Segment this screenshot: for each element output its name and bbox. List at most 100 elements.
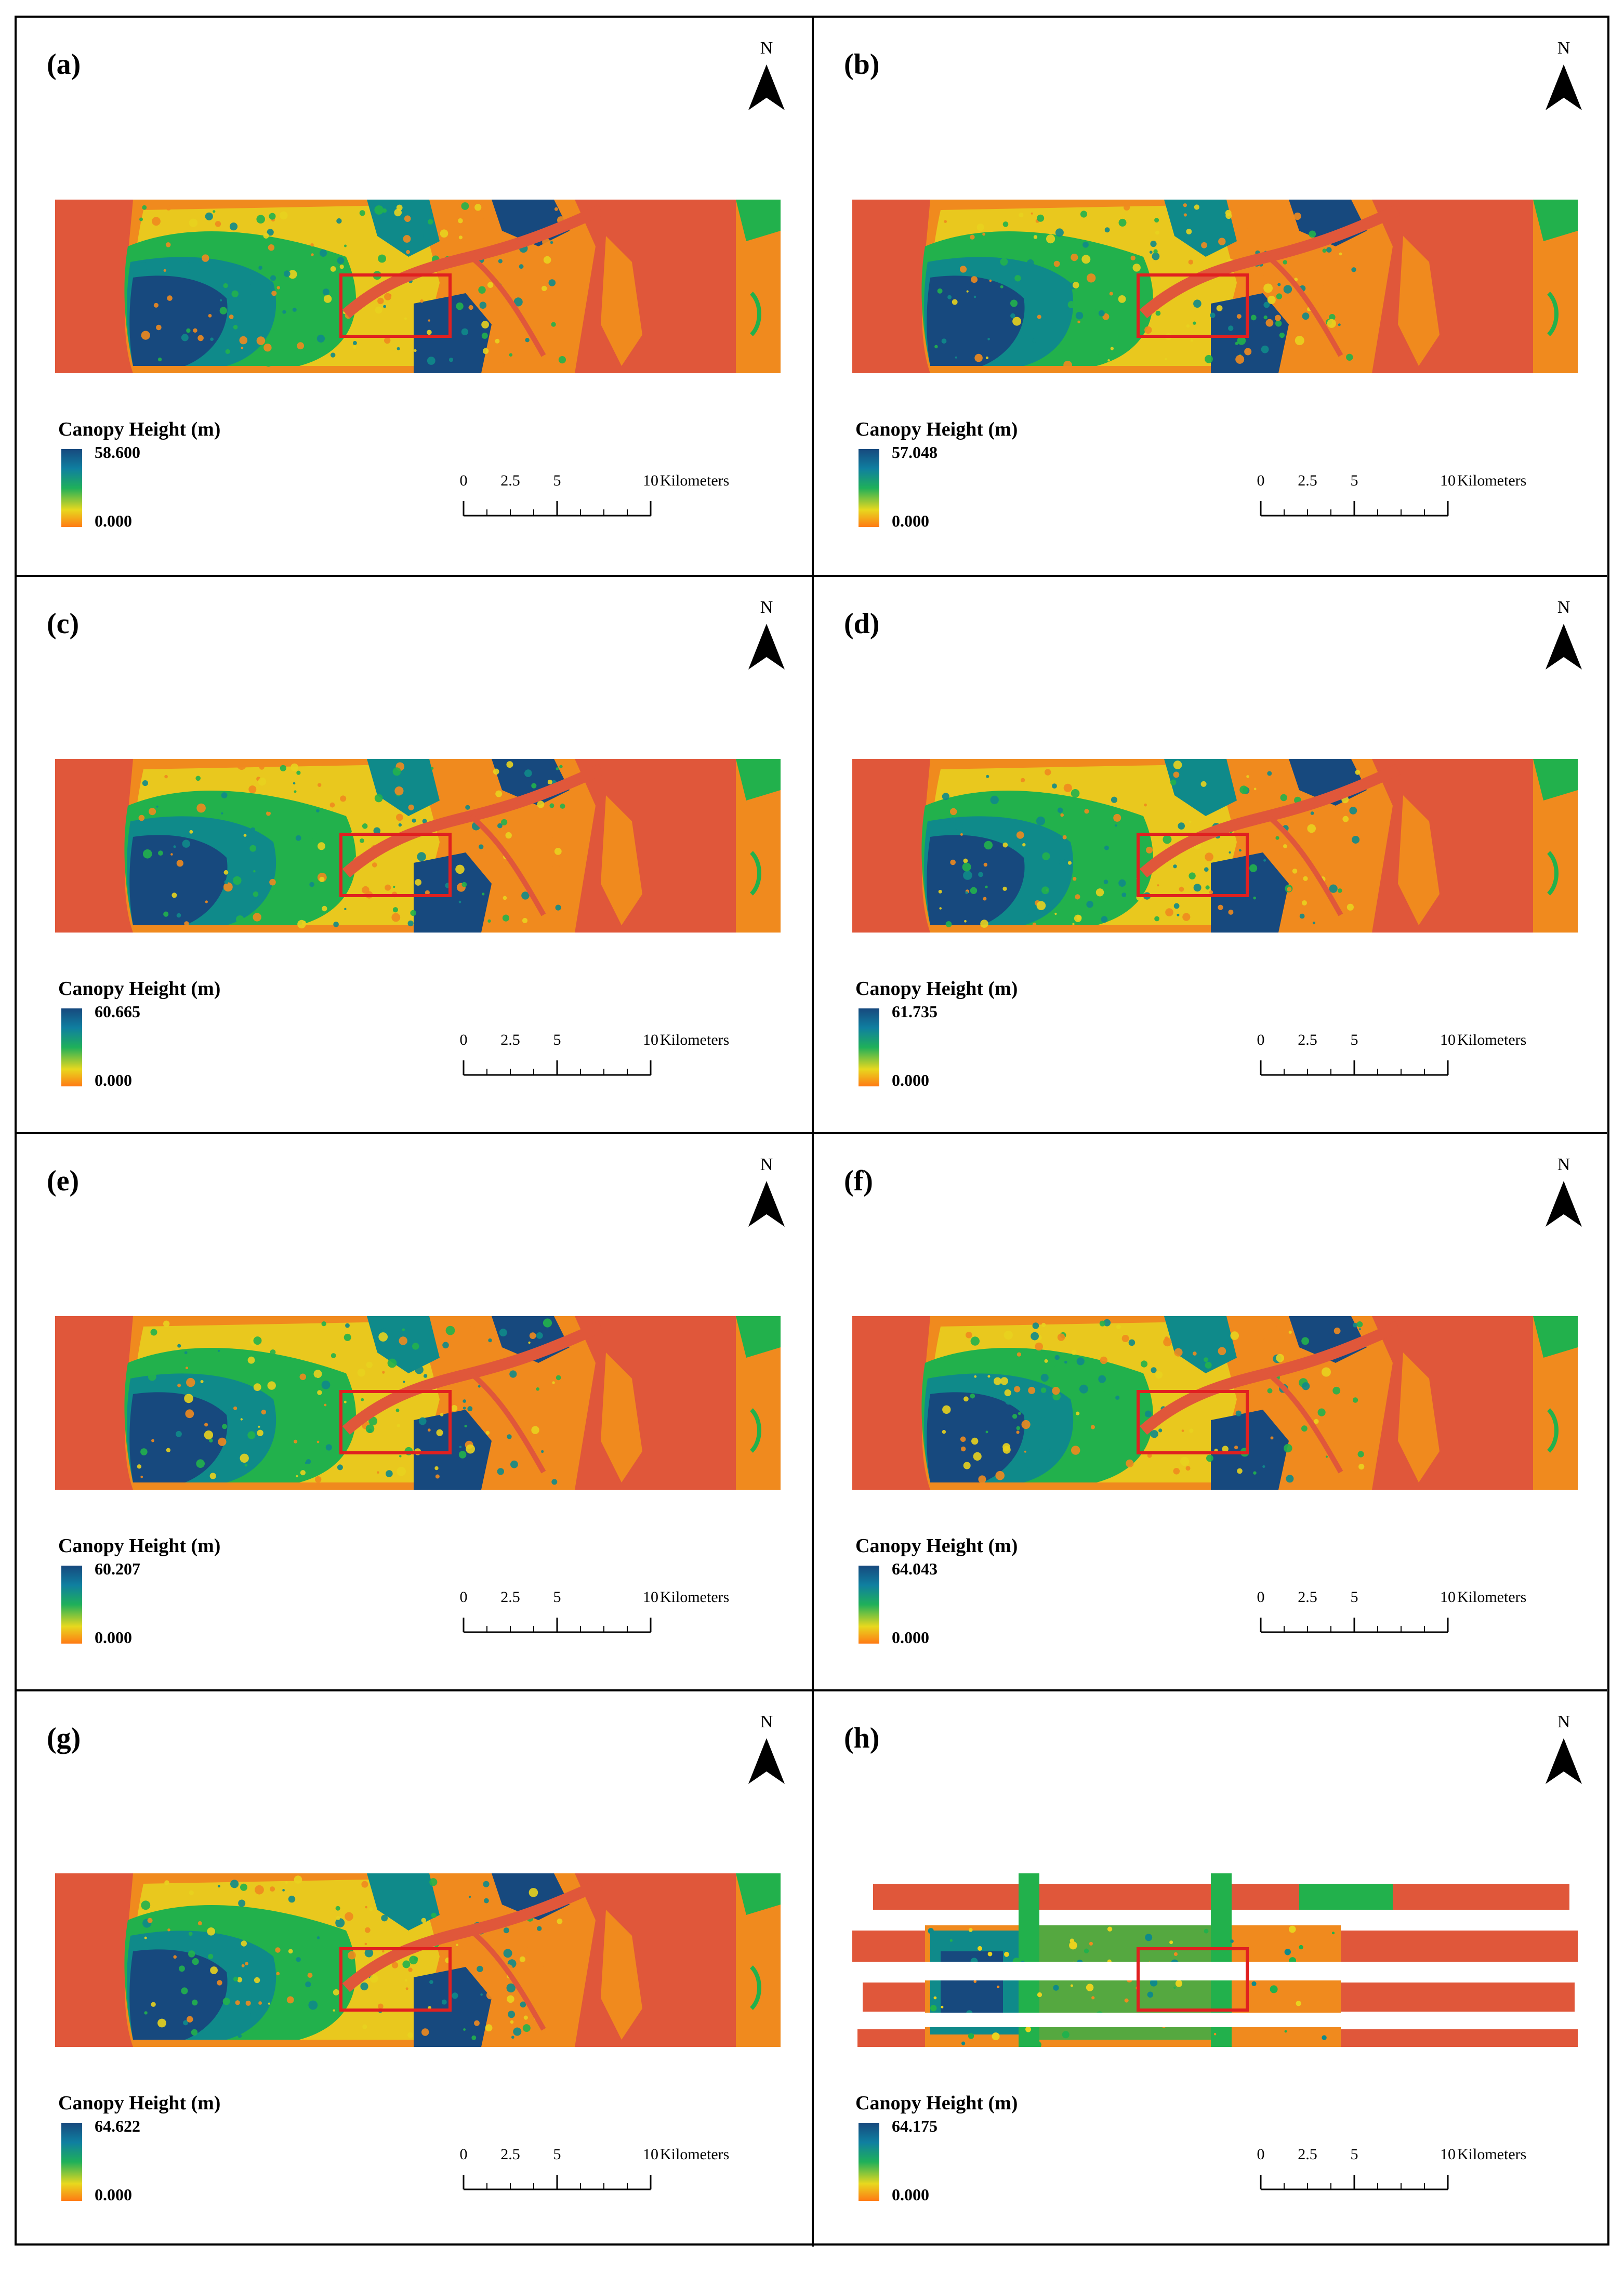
scale-bar-graphic bbox=[1260, 501, 1449, 517]
legend-min-value: 0.000 bbox=[892, 1071, 929, 1089]
scale-bar: 0 2.5 5 10 Kilometers bbox=[460, 2146, 734, 2203]
legend-color-ramp bbox=[61, 1566, 82, 1644]
scale-unit-label: Kilometers bbox=[660, 1031, 730, 1048]
scale-bar: 0 2.5 5 10 Kilometers bbox=[460, 1589, 734, 1646]
map-panel-e: (e) N Canopy Height (m) 60.207 0.000 0 2… bbox=[17, 1132, 812, 1689]
canopy-height-map bbox=[55, 200, 781, 373]
scale-tick-label: 5 bbox=[1350, 1031, 1358, 1048]
north-arrow: N bbox=[748, 598, 785, 697]
legend-title: Canopy Height (m) bbox=[58, 1535, 221, 1557]
legend-title: Canopy Height (m) bbox=[855, 418, 1018, 440]
map-panel-h: (h) N Canopy Height (m) 64.175 0.000 0 2… bbox=[812, 1689, 1607, 2247]
scale-tick-label: 2.5 bbox=[1298, 2146, 1317, 2163]
north-label: N bbox=[760, 598, 773, 617]
scale-tick-label: 5 bbox=[553, 472, 561, 489]
legend-color-ramp bbox=[859, 449, 879, 527]
legend-color-ramp bbox=[859, 1566, 879, 1644]
legend-min-value: 0.000 bbox=[892, 2185, 929, 2204]
scale-bar: 0 2.5 5 10 Kilometers bbox=[1257, 1589, 1531, 1646]
scale-tick-label: 10 bbox=[1440, 472, 1456, 489]
north-arrow-icon bbox=[1546, 1738, 1582, 1784]
scale-tick-label: 2.5 bbox=[1298, 1031, 1317, 1048]
map-panel-f: (f) N Canopy Height (m) 64.043 0.000 0 2… bbox=[812, 1132, 1607, 1689]
scale-tick-label: 2.5 bbox=[500, 2146, 520, 2163]
canopy-height-map bbox=[852, 759, 1578, 933]
scale-bar: 0 2.5 5 10 Kilometers bbox=[1257, 1031, 1531, 1088]
scale-tick-label: 10 bbox=[1440, 2146, 1456, 2163]
north-label: N bbox=[1557, 598, 1570, 617]
scale-tick-label: 5 bbox=[553, 2146, 561, 2163]
scale-unit-label: Kilometers bbox=[1457, 472, 1527, 489]
legend-title: Canopy Height (m) bbox=[855, 1535, 1018, 1557]
north-arrow-icon bbox=[1546, 64, 1582, 110]
scale-bar-graphic bbox=[463, 1618, 652, 1633]
scale-tick-label: 5 bbox=[553, 1031, 561, 1048]
scale-tick-label: 10 bbox=[643, 1031, 658, 1048]
panel-label: (f) bbox=[844, 1165, 873, 1197]
scale-tick-label: 0 bbox=[1257, 2146, 1265, 2163]
scale-tick-label: 10 bbox=[1440, 1031, 1456, 1048]
scale-tick-label: 0 bbox=[459, 1589, 468, 1606]
legend-max-value: 64.622 bbox=[95, 2117, 140, 2135]
scale-bar-graphic bbox=[463, 2175, 652, 2190]
legend-min-value: 0.000 bbox=[95, 1628, 132, 1647]
scale-tick-label: 10 bbox=[1440, 1589, 1456, 1606]
canopy-height-map bbox=[852, 1316, 1578, 1490]
panel-label: (a) bbox=[47, 48, 81, 81]
north-label: N bbox=[760, 1155, 773, 1174]
map-panel-a: (a) N Canopy Height (m) 58.600 0.000 0 2… bbox=[17, 18, 812, 575]
scale-tick-label: 0 bbox=[459, 2146, 468, 2163]
scale-tick-label: 2.5 bbox=[1298, 472, 1317, 489]
scale-tick-label: 0 bbox=[1257, 1031, 1265, 1048]
scale-tick-label: 0 bbox=[459, 1031, 468, 1048]
scale-unit-label: Kilometers bbox=[660, 472, 730, 489]
scale-tick-label: 2.5 bbox=[500, 1031, 520, 1048]
legend-max-value: 61.735 bbox=[892, 1002, 938, 1021]
north-arrow-icon bbox=[748, 64, 785, 110]
scale-bar: 0 2.5 5 10 Kilometers bbox=[460, 472, 734, 529]
north-arrow: N bbox=[1546, 1155, 1582, 1254]
scale-bar-graphic bbox=[1260, 1060, 1449, 1076]
scale-tick-label: 5 bbox=[1350, 472, 1358, 489]
legend-title: Canopy Height (m) bbox=[58, 418, 221, 440]
legend-title: Canopy Height (m) bbox=[855, 2092, 1018, 2114]
scale-bar-graphic bbox=[463, 501, 652, 517]
legend-min-value: 0.000 bbox=[892, 1628, 929, 1647]
legend-max-value: 60.665 bbox=[95, 1002, 140, 1021]
north-arrow: N bbox=[748, 1155, 785, 1254]
scale-unit-label: Kilometers bbox=[660, 1589, 730, 1606]
north-label: N bbox=[1557, 1712, 1570, 1731]
panel-label: (h) bbox=[844, 1722, 880, 1754]
legend-color-ramp bbox=[61, 449, 82, 527]
map-panel-d: (d) N Canopy Height (m) 61.735 0.000 0 2… bbox=[812, 575, 1607, 1132]
legend-max-value: 58.600 bbox=[95, 443, 140, 462]
north-arrow-icon bbox=[748, 624, 785, 670]
scale-tick-label: 5 bbox=[553, 1589, 561, 1606]
north-arrow-icon bbox=[748, 1181, 785, 1227]
legend-min-value: 0.000 bbox=[892, 511, 929, 530]
scale-tick-label: 10 bbox=[643, 1589, 658, 1606]
scale-unit-label: Kilometers bbox=[1457, 1031, 1527, 1048]
panel-label: (b) bbox=[844, 48, 880, 81]
panel-label: (e) bbox=[47, 1165, 80, 1197]
north-label: N bbox=[1557, 38, 1570, 58]
north-arrow-icon bbox=[1546, 624, 1582, 670]
panel-label: (c) bbox=[47, 608, 80, 640]
map-panel-c: (c) N Canopy Height (m) 60.665 0.000 0 2… bbox=[17, 575, 812, 1132]
scale-tick-label: 2.5 bbox=[1298, 1589, 1317, 1606]
scale-tick-label: 0 bbox=[1257, 1589, 1265, 1606]
scale-tick-label: 2.5 bbox=[500, 472, 520, 489]
scale-tick-label: 5 bbox=[1350, 2146, 1358, 2163]
north-arrow: N bbox=[1546, 38, 1582, 137]
canopy-height-map bbox=[55, 1873, 781, 2047]
figure-grid: (a) N Canopy Height (m) 58.600 0.000 0 2… bbox=[15, 16, 1609, 2247]
scale-tick-label: 2.5 bbox=[500, 1589, 520, 1606]
scale-bar: 0 2.5 5 10 Kilometers bbox=[1257, 2146, 1531, 2203]
legend-min-value: 0.000 bbox=[95, 1071, 132, 1089]
scale-bar-graphic bbox=[463, 1060, 652, 1076]
legend-color-ramp bbox=[61, 1008, 82, 1086]
north-arrow: N bbox=[748, 1712, 785, 1811]
scale-tick-label: 5 bbox=[1350, 1589, 1358, 1606]
scale-tick-label: 0 bbox=[1257, 472, 1265, 489]
scale-bar-graphic bbox=[1260, 2175, 1449, 2190]
